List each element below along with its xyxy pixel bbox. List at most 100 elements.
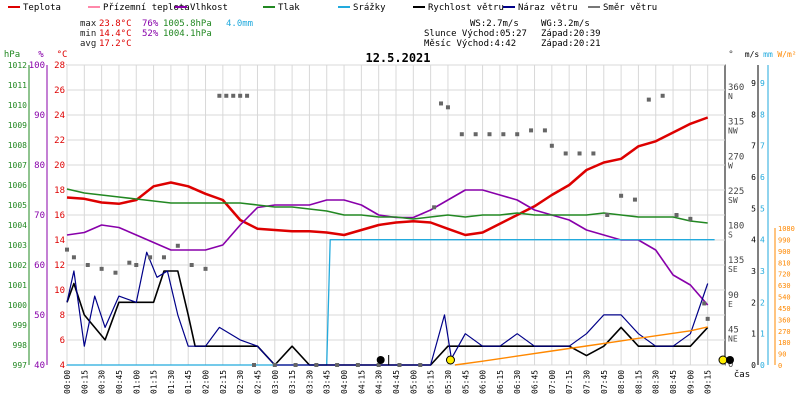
series-line-vlhkost	[66, 189, 709, 306]
series-line-rychlost-v-tru	[66, 270, 709, 366]
wind-direction-point	[314, 363, 319, 367]
wind-direction-point	[459, 132, 464, 137]
rain-tick-label: 9	[760, 79, 765, 88]
pressure-tick-label: 1002	[8, 261, 27, 270]
wind-direction-point	[231, 93, 236, 98]
rain-tick-label: 7	[760, 142, 765, 151]
wind-direction-point	[65, 247, 69, 252]
solar-tick-label: 270	[778, 328, 791, 336]
temp-tick-label: 28	[54, 61, 65, 71]
stat-max-press: 1005.8hPa	[163, 19, 212, 29]
wind-direction-point	[439, 101, 444, 106]
series-line-teplota	[66, 116, 709, 237]
pressure-tick-label: 1007	[8, 161, 27, 170]
legend-label: Teplota	[23, 3, 61, 13]
time-tick-label: 05:30	[444, 370, 453, 394]
wind-direction-point	[217, 93, 222, 98]
wind-direction-point	[619, 193, 624, 198]
wind-tick-label: 6	[751, 173, 756, 182]
legend-label: Směr větru	[603, 3, 657, 13]
series-line-n-raz-v-tru	[66, 251, 709, 366]
wind-direction-point	[632, 197, 637, 202]
compass-label: NW	[728, 127, 738, 136]
moonrise-marker	[376, 356, 385, 364]
solar-tick-label: 540	[778, 294, 791, 302]
wind-tick-label: 0	[751, 361, 756, 370]
time-tick-label: 03:45	[323, 370, 332, 394]
humidity-tick-label: 80	[34, 161, 45, 171]
wind-direction-point	[189, 263, 194, 267]
pressure-tick-label: 999	[13, 321, 28, 330]
temp-tick-label: 18	[54, 186, 65, 196]
time-tick-label: 00:45	[115, 370, 124, 394]
stat-min-press: 1004.1hPa	[163, 29, 212, 39]
rain-tick-label: 8	[760, 110, 765, 119]
time-tick-label: 06:45	[531, 370, 540, 394]
direction-tick-label: 90	[728, 291, 739, 301]
wind-direction-point	[591, 151, 596, 156]
time-tick-label: 07:00	[548, 370, 557, 394]
rain-tick-label: 0	[760, 361, 765, 370]
time-tick-label: 02:15	[219, 370, 228, 394]
time-tick-label: 04:00	[340, 370, 349, 394]
pressure-tick-label: 1011	[8, 81, 27, 90]
wind-direction-point	[577, 151, 582, 156]
pressure-tick-label: 1004	[8, 221, 27, 230]
direction-tick-label: 315	[728, 118, 744, 128]
solar-tick-label: 630	[778, 282, 791, 290]
time-tick-label: 07:30	[582, 370, 591, 394]
pressure-tick-label: 1000	[8, 301, 27, 310]
time-tick-label: 07:45	[600, 370, 609, 394]
direction-tick-label: 135	[728, 256, 744, 266]
wind-direction-point	[71, 255, 76, 260]
wind-tick-label: 3	[751, 267, 756, 276]
legend: Teplota Přízemní teplota Vlhkost Tlak Srážky…	[8, 3, 657, 13]
time-tick-label: 00:30	[98, 370, 107, 394]
wind-direction-point	[646, 97, 651, 102]
stat-max-rain: 4.0mm	[226, 19, 253, 29]
pressure-tick-label: 1006	[8, 181, 27, 190]
solar-tick-label: 1080	[778, 225, 795, 233]
solar-tick-label: 720	[778, 271, 791, 279]
wind-direction-point	[605, 213, 610, 217]
stat-min-label: min	[80, 29, 96, 39]
wind-tick-label: 2	[751, 298, 756, 307]
wind-direction-point	[432, 205, 437, 210]
sunrise-marker	[445, 355, 455, 365]
solar-tick-label: 990	[778, 236, 791, 244]
rain-tick-label: 4	[760, 236, 765, 245]
sun-moon-info: WS:2.7m/s WG:3.2m/s Slunce Východ:05:27 …	[424, 19, 601, 49]
legend-label: Srážky	[353, 3, 386, 13]
legend-label: Tlak	[278, 3, 300, 13]
solar-tick-label: 810	[778, 259, 791, 267]
pressure-tick-label: 1001	[8, 281, 27, 290]
stat-min-hum: 52%	[142, 29, 159, 39]
pressure-tick-label: 1012	[8, 61, 27, 70]
stat-max-temp: 23.8°C	[99, 19, 132, 29]
direction-tick-label: 225	[728, 187, 744, 197]
time-tick-label: 08:45	[669, 370, 678, 394]
rain-tick-label: 1	[760, 330, 765, 339]
plot-layer	[65, 93, 734, 367]
pressure-tick-label: 1003	[8, 241, 27, 250]
unit-time: čas	[734, 369, 750, 380]
wind-tick-label: 1	[751, 330, 756, 339]
direction-tick-label: 270	[728, 152, 744, 162]
wind-direction-point	[161, 255, 166, 260]
time-tick-label: 01:00	[132, 370, 141, 394]
compass-label: SE	[728, 265, 738, 274]
time-tick-label: 04:45	[392, 370, 401, 394]
wind-direction-point	[563, 151, 568, 156]
stat-max-hum: 76%	[142, 19, 159, 29]
wind-direction-point	[660, 93, 665, 98]
temp-tick-label: 24	[54, 111, 65, 121]
unit-degc: °C	[57, 50, 68, 60]
time-tick-label: 06:30	[513, 370, 522, 394]
solar-tick-label: 180	[778, 339, 791, 347]
time-tick-label: 05:15	[427, 370, 436, 394]
wind-direction-point	[224, 93, 229, 98]
wind-tick-label: 7	[751, 142, 756, 151]
humidity-tick-label: 100	[29, 61, 45, 71]
time-tick-label: 06:15	[496, 370, 505, 394]
time-tick-label: 09:00	[686, 370, 695, 394]
